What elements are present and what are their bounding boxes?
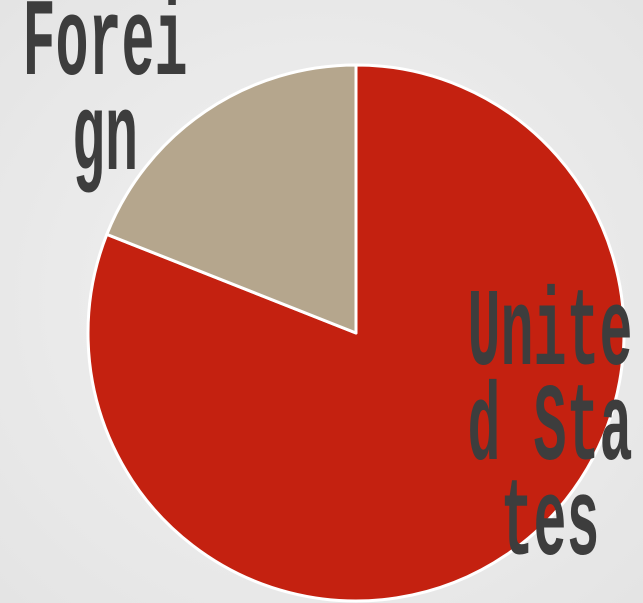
slice-label: Foreign [22, 0, 188, 203]
pie-slice [105, 63, 358, 335]
slice-label: United States [467, 273, 633, 588]
